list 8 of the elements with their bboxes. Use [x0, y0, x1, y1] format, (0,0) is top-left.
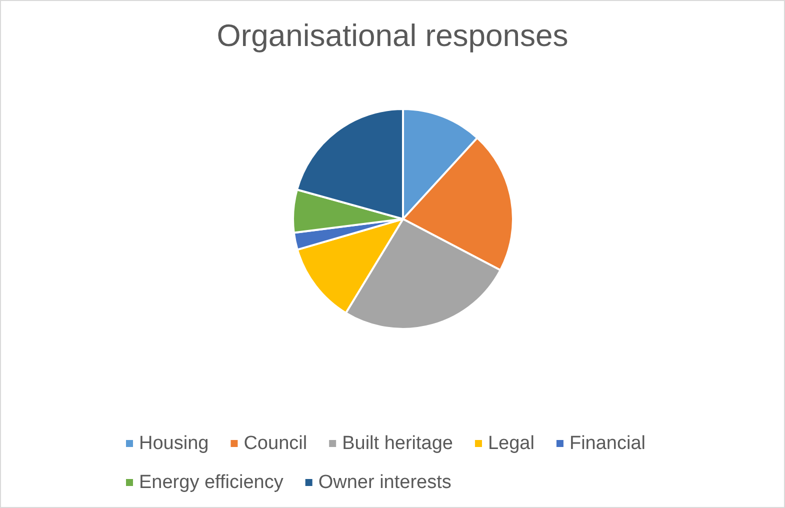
legend-label: Built heritage — [342, 433, 453, 454]
legend-label: Legal — [488, 433, 534, 454]
legend-label: Financial — [569, 433, 646, 454]
legend-label: Housing — [139, 433, 209, 454]
chart-title: Organisational responses — [216, 18, 568, 53]
legend-label: Council — [244, 433, 308, 454]
legend-label: Owner interests — [318, 472, 452, 493]
legend-label: Energy efficiency — [139, 472, 284, 493]
